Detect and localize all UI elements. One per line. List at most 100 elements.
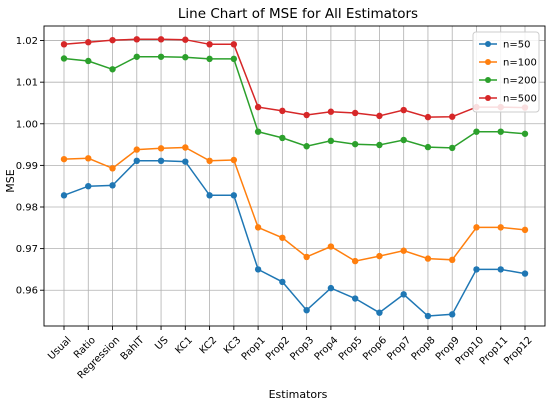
data-point: [182, 36, 189, 43]
legend-label: n=500: [503, 94, 537, 105]
data-point: [497, 128, 504, 135]
data-point: [230, 156, 238, 164]
series-n-200: [60, 53, 529, 152]
data-point: [254, 266, 262, 273]
data-point: [521, 226, 529, 234]
y-axis-label: MSE: [4, 169, 17, 192]
series-line: [63, 38, 526, 118]
data-point: [157, 36, 165, 43]
y-tick-label: 1.00: [16, 119, 38, 130]
plot-frame: [43, 25, 546, 327]
x-tick-label: KC1: [173, 335, 194, 356]
x-tick-label: Prop6: [361, 335, 389, 363]
series-line: [63, 160, 526, 317]
data-point: [133, 53, 140, 60]
data-point: [473, 266, 480, 273]
data-point: [303, 143, 310, 150]
data-point: [157, 145, 165, 152]
data-point: [449, 113, 456, 120]
data-point: [133, 36, 140, 43]
data-point: [521, 130, 529, 137]
data-point: [254, 103, 262, 111]
data-point: [85, 155, 92, 162]
data-point: [254, 224, 262, 231]
x-tick-label: Usual: [46, 335, 73, 362]
y-tick-label: 0.99: [16, 161, 38, 172]
series-n-500: [60, 36, 529, 121]
data-point: [109, 36, 116, 44]
data-point: [424, 312, 432, 320]
data-point: [182, 158, 189, 165]
data-point: [85, 39, 92, 46]
legend-box: [472, 31, 540, 113]
data-point: [279, 134, 286, 142]
x-tick-label: KC2: [198, 335, 219, 356]
data-point: [449, 256, 456, 264]
x-tick-label: Prop4: [313, 335, 341, 363]
data-point: [327, 243, 335, 250]
data-point: [497, 266, 504, 273]
data-point: [206, 41, 213, 48]
data-point: [279, 234, 286, 241]
data-point: [85, 182, 92, 190]
data-point: [206, 157, 213, 165]
data-point: [109, 165, 116, 172]
data-point: [206, 192, 213, 199]
x-tick-label: BahlT: [119, 334, 147, 362]
x-tick-label: Prop2: [264, 335, 292, 363]
x-axis-label: Estimators: [269, 388, 328, 401]
data-point: [424, 113, 432, 121]
x-tick-label: KC3: [222, 335, 243, 356]
data-point: [327, 108, 335, 115]
data-point: [230, 192, 238, 199]
data-point: [303, 253, 310, 261]
data-point: [133, 157, 140, 165]
data-point: [327, 137, 335, 145]
data-point: [157, 53, 165, 60]
data-point: [85, 57, 92, 65]
data-point: [473, 128, 480, 135]
data-point: [303, 111, 310, 119]
x-tick-label: Prop8: [410, 335, 438, 363]
data-point: [351, 295, 359, 302]
legend-swatch-marker: [485, 41, 491, 47]
data-point: [133, 146, 140, 153]
y-tick-label: 1.01: [16, 78, 38, 89]
data-point: [109, 182, 116, 189]
legend: n=50 n=100 n=200 n=500: [472, 31, 540, 113]
y-tick-label: 0.98: [16, 202, 38, 213]
legend-label: n=100: [503, 58, 537, 69]
series-line: [63, 56, 526, 149]
data-point: [109, 66, 116, 73]
data-point: [279, 107, 286, 115]
legend-swatch-marker: [485, 95, 491, 101]
data-point: [206, 55, 213, 63]
data-point: [376, 252, 383, 260]
data-point: [497, 224, 504, 231]
data-point: [327, 284, 335, 292]
data-point: [230, 41, 238, 48]
data-point: [60, 155, 68, 163]
y-tick-label: 0.96: [16, 286, 38, 297]
data-point: [449, 144, 456, 152]
data-point: [351, 257, 359, 265]
data-point: [60, 55, 68, 62]
data-point: [182, 54, 189, 61]
data-point: [400, 106, 407, 114]
data-point: [400, 291, 407, 298]
data-point: [157, 157, 165, 165]
data-point: [521, 270, 529, 277]
data-point: [400, 136, 407, 144]
series-n-50: [60, 157, 529, 320]
data-point: [376, 112, 383, 120]
data-point: [376, 309, 383, 316]
series-n-100: [60, 144, 529, 265]
data-point: [424, 143, 432, 151]
data-point: [424, 255, 432, 262]
x-tick-label: Prop3: [288, 335, 316, 363]
data-point: [279, 278, 286, 286]
legend-swatch-marker: [485, 77, 491, 83]
x-tick-label: Prop1: [240, 335, 268, 363]
